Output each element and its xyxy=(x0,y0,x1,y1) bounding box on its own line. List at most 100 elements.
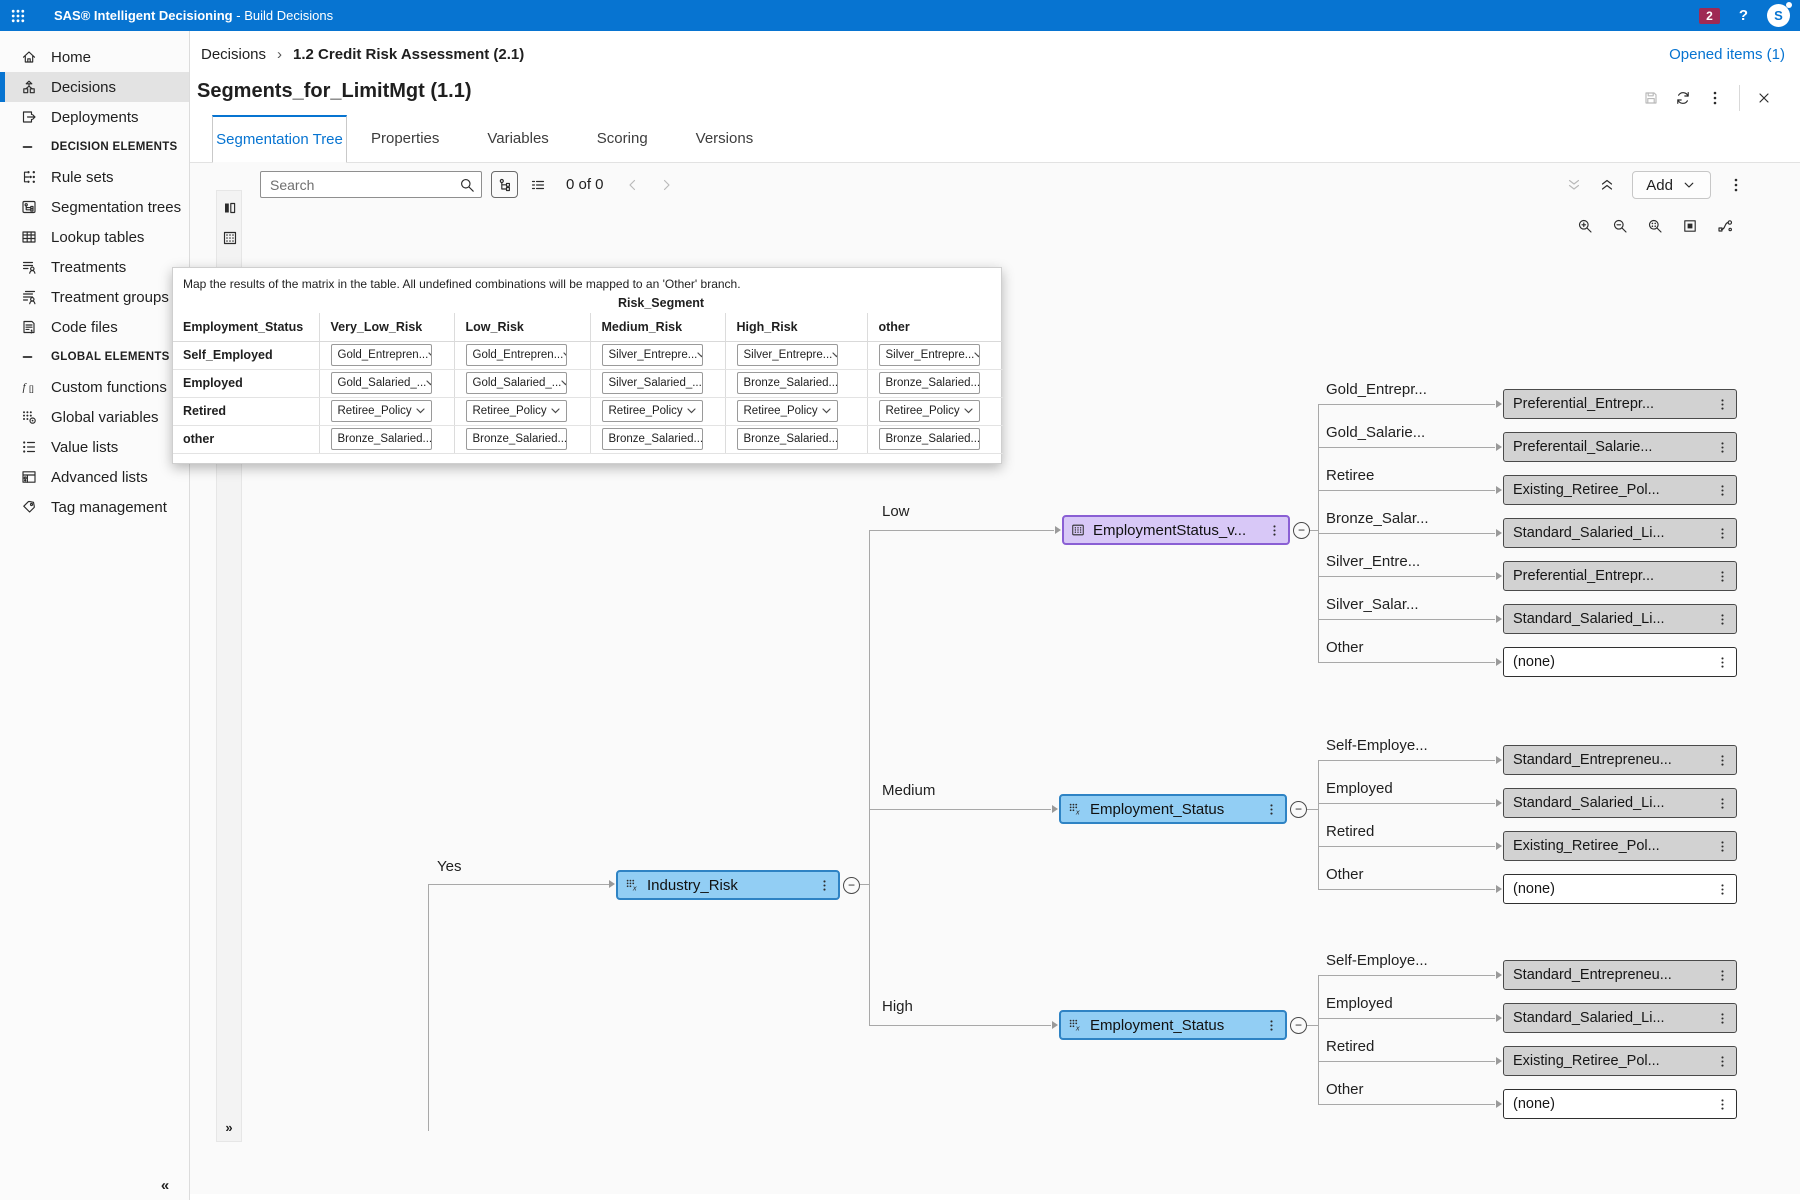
leaf-node-none[interactable]: (none) xyxy=(1503,1089,1737,1119)
leaf-node-standard-entrepreneu[interactable]: Standard_Entrepreneu... xyxy=(1503,960,1737,990)
leaf-node-existing-retiree-pol[interactable]: Existing_Retiree_Pol... xyxy=(1503,475,1737,505)
sidebar-item-rule-sets[interactable]: Rule sets xyxy=(0,162,189,192)
matrix-cell-select[interactable]: Gold_Entrepren... xyxy=(465,344,567,366)
matrix-cell-select[interactable]: Retiree_Policy xyxy=(736,400,838,422)
sidebar-item-decisions[interactable]: Decisions xyxy=(0,72,189,102)
matrix-cell-select[interactable]: Silver_Entrepre... xyxy=(878,344,980,366)
search-input[interactable] xyxy=(261,176,459,193)
leaf-menu-icon[interactable] xyxy=(1716,1098,1729,1111)
next-match-icon[interactable] xyxy=(658,177,674,193)
zoom-overview-icon[interactable] xyxy=(1647,218,1663,234)
save-icon[interactable] xyxy=(1643,90,1659,106)
matrix-cell-select[interactable]: Retiree_Policy xyxy=(330,400,432,422)
tab-variables[interactable]: Variables xyxy=(463,115,572,162)
search-icon[interactable] xyxy=(459,177,475,193)
matrix-cell-select[interactable]: Silver_Entrepre... xyxy=(601,344,703,366)
node-menu-icon[interactable] xyxy=(818,879,831,892)
sidebar-item-global-variables[interactable]: Global variables xyxy=(0,402,189,432)
matrix-panel-icon[interactable] xyxy=(217,230,243,246)
add-button[interactable]: Add xyxy=(1632,171,1711,199)
sidebar-item-code-files[interactable]: Code files xyxy=(0,312,189,342)
leaf-node-existing-retiree-pol[interactable]: Existing_Retiree_Pol... xyxy=(1503,831,1737,861)
tab-versions[interactable]: Versions xyxy=(672,115,778,162)
sidebar-item-treatments[interactable]: Treatments xyxy=(0,252,189,282)
toolbar-menu-icon[interactable] xyxy=(1728,177,1744,193)
leaf-menu-icon[interactable] xyxy=(1716,613,1729,626)
sidebar-item-segmentation-trees[interactable]: Segmentation trees xyxy=(0,192,189,222)
leaf-menu-icon[interactable] xyxy=(1716,570,1729,583)
panel-expand-button[interactable]: » xyxy=(225,1120,233,1135)
zoom-out-icon[interactable] xyxy=(1612,218,1628,234)
fit-to-view-icon[interactable] xyxy=(1682,218,1698,234)
sidebar-item-deployments[interactable]: Deployments xyxy=(0,102,189,132)
collapse-node-button[interactable]: − xyxy=(1290,800,1307,818)
leaf-menu-icon[interactable] xyxy=(1716,1055,1729,1068)
refresh-icon[interactable] xyxy=(1675,90,1691,106)
matrix-cell-select[interactable]: Gold_Salaried_... xyxy=(330,372,432,394)
panel-toggle-icon[interactable] xyxy=(217,200,243,216)
matrix-cell-select[interactable]: Bronze_Salaried... xyxy=(736,428,838,450)
tree-node-industry-risk[interactable]: x Industry_Risk xyxy=(616,870,840,900)
leaf-menu-icon[interactable] xyxy=(1716,754,1729,767)
sidebar-item-custom-functions[interactable]: f[] Custom functions xyxy=(0,372,189,402)
sidebar-item-tag-management[interactable]: Tag management xyxy=(0,492,189,522)
tree-node-employmentstatus-v[interactable]: EmploymentStatus_v... xyxy=(1062,515,1290,545)
matrix-cell-select[interactable]: Gold_Salaried_... xyxy=(465,372,567,394)
list-view-toggle[interactable] xyxy=(524,171,551,198)
leaf-node-preferential-entrepr[interactable]: Preferential_Entrepr... xyxy=(1503,389,1737,419)
avatar[interactable]: S xyxy=(1767,2,1792,27)
leaf-menu-icon[interactable] xyxy=(1716,969,1729,982)
close-icon[interactable] xyxy=(1756,90,1772,106)
matrix-cell-select[interactable]: Retiree_Policy xyxy=(465,400,567,422)
object-menu-icon[interactable] xyxy=(1707,90,1723,106)
breadcrumb-decisions-link[interactable]: Decisions xyxy=(201,46,267,63)
leaf-node-standard-salaried-li[interactable]: Standard_Salaried_Li... xyxy=(1503,788,1737,818)
leaf-node-existing-retiree-pol[interactable]: Existing_Retiree_Pol... xyxy=(1503,1046,1737,1076)
tree-node-employment-status[interactable]: x Employment_Status xyxy=(1059,1010,1287,1040)
leaf-menu-icon[interactable] xyxy=(1716,484,1729,497)
notification-badge[interactable]: 2 xyxy=(1699,7,1720,24)
leaf-menu-icon[interactable] xyxy=(1716,527,1729,540)
sidebar-item-lookup-tables[interactable]: Lookup tables xyxy=(0,222,189,252)
collapse-node-button[interactable]: − xyxy=(1290,1016,1307,1034)
node-menu-icon[interactable] xyxy=(1265,803,1278,816)
leaf-menu-icon[interactable] xyxy=(1716,656,1729,669)
collapse-node-button[interactable]: − xyxy=(843,876,860,894)
matrix-cell-select[interactable]: Silver_Entrepre... xyxy=(736,344,838,366)
tree-view-toggle[interactable] xyxy=(491,171,518,198)
auto-layout-icon[interactable] xyxy=(1717,218,1733,234)
matrix-cell-select[interactable]: Gold_Entrepren... xyxy=(330,344,432,366)
leaf-node-none[interactable]: (none) xyxy=(1503,874,1737,904)
matrix-cell-select[interactable]: Bronze_Salaried... xyxy=(878,372,980,394)
matrix-cell-select[interactable]: Retiree_Policy xyxy=(601,400,703,422)
matrix-cell-select[interactable]: Bronze_Salaried... xyxy=(736,372,838,394)
sidebar-item-advanced-lists[interactable]: Advanced lists xyxy=(0,462,189,492)
leaf-node-standard-entrepreneu[interactable]: Standard_Entrepreneu... xyxy=(1503,745,1737,775)
tab-properties[interactable]: Properties xyxy=(347,115,463,162)
sidebar-item-treatment-groups[interactable]: Treatment groups xyxy=(0,282,189,312)
opened-items-link[interactable]: Opened items (1) xyxy=(1669,46,1785,63)
leaf-menu-icon[interactable] xyxy=(1716,883,1729,896)
sidebar-item-home[interactable]: Home xyxy=(0,42,189,72)
leaf-node-standard-salaried-li[interactable]: Standard_Salaried_Li... xyxy=(1503,518,1737,548)
help-icon[interactable]: ? xyxy=(1738,7,1748,24)
tab-scoring[interactable]: Scoring xyxy=(573,115,672,162)
leaf-node-preferentail-salarie[interactable]: Preferentail_Salarie... xyxy=(1503,432,1737,462)
app-switcher-icon[interactable] xyxy=(10,8,26,24)
tree-node-employment-status[interactable]: x Employment_Status xyxy=(1059,794,1287,824)
leaf-node-none[interactable]: (none) xyxy=(1503,647,1737,677)
zoom-in-icon[interactable] xyxy=(1577,218,1593,234)
matrix-cell-select[interactable]: Bronze_Salaried... xyxy=(465,428,567,450)
leaf-node-standard-salaried-li[interactable]: Standard_Salaried_Li... xyxy=(1503,1003,1737,1033)
matrix-cell-select[interactable]: Retiree_Policy xyxy=(878,400,980,422)
collapse-all-icon[interactable] xyxy=(1599,177,1615,193)
sidebar-collapse-button[interactable]: « xyxy=(160,1176,170,1194)
matrix-cell-select[interactable]: Bronze_Salaried... xyxy=(330,428,432,450)
leaf-node-preferential-entrepr[interactable]: Preferential_Entrepr... xyxy=(1503,561,1737,591)
matrix-cell-select[interactable]: Silver_Salaried_... xyxy=(601,372,703,394)
node-menu-icon[interactable] xyxy=(1265,1019,1278,1032)
leaf-menu-icon[interactable] xyxy=(1716,797,1729,810)
node-menu-icon[interactable] xyxy=(1268,524,1281,537)
leaf-menu-icon[interactable] xyxy=(1716,398,1729,411)
tab-segmentation-tree[interactable]: Segmentation Tree xyxy=(212,115,347,163)
